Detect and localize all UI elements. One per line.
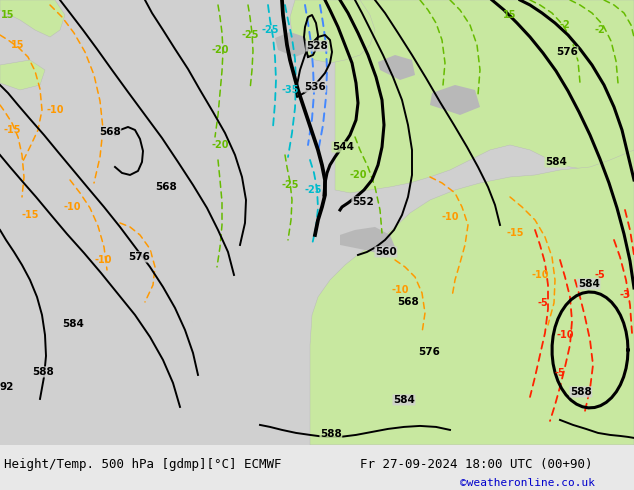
Polygon shape <box>0 0 65 37</box>
Text: 15: 15 <box>1 10 15 20</box>
Text: Fr 27-09-2024 18:00 UTC (00+90): Fr 27-09-2024 18:00 UTC (00+90) <box>360 458 593 471</box>
Text: 536: 536 <box>304 82 326 92</box>
Text: Height/Temp. 500 hPa [gdmp][°C] ECMWF: Height/Temp. 500 hPa [gdmp][°C] ECMWF <box>4 458 281 471</box>
Text: -2: -2 <box>560 20 571 30</box>
Polygon shape <box>340 227 395 255</box>
Text: -20: -20 <box>349 170 366 180</box>
Text: 584: 584 <box>545 157 567 167</box>
Text: -10: -10 <box>556 330 574 340</box>
Text: 15: 15 <box>11 40 25 50</box>
Text: 576: 576 <box>556 47 578 57</box>
Text: -20: -20 <box>211 45 229 55</box>
Text: -10: -10 <box>441 212 459 222</box>
Text: 568: 568 <box>397 297 418 307</box>
Text: 584: 584 <box>393 395 415 405</box>
Text: 560: 560 <box>375 247 397 257</box>
Text: -25: -25 <box>261 25 279 35</box>
Text: -10: -10 <box>63 202 81 212</box>
Text: 92: 92 <box>0 382 15 392</box>
Text: -10: -10 <box>94 255 112 265</box>
Text: 568: 568 <box>99 127 120 137</box>
Text: 588: 588 <box>320 429 342 439</box>
Polygon shape <box>310 150 634 445</box>
Text: -25: -25 <box>281 180 299 190</box>
Text: -5: -5 <box>595 270 605 280</box>
Text: -10: -10 <box>531 270 549 280</box>
Text: -5: -5 <box>555 368 566 378</box>
Text: 588: 588 <box>570 387 592 397</box>
Text: -15: -15 <box>3 125 21 135</box>
Text: -2: -2 <box>595 25 605 35</box>
Text: -20: -20 <box>211 140 229 150</box>
Text: -5: -5 <box>538 298 548 308</box>
Text: ©weatheronline.co.uk: ©weatheronline.co.uk <box>460 478 595 488</box>
Text: -10: -10 <box>391 285 409 295</box>
Text: 15: 15 <box>503 10 517 20</box>
Text: 584: 584 <box>578 279 600 289</box>
Polygon shape <box>275 32 308 57</box>
Text: -15: -15 <box>507 228 524 238</box>
Text: -25: -25 <box>242 30 259 40</box>
Text: 576: 576 <box>128 252 150 262</box>
Text: 588: 588 <box>32 367 54 377</box>
Text: 584: 584 <box>62 319 84 329</box>
Text: -3: -3 <box>619 290 630 300</box>
Text: 528: 528 <box>306 41 328 51</box>
Polygon shape <box>0 0 634 445</box>
Text: -35: -35 <box>281 85 299 95</box>
Text: 576: 576 <box>418 347 440 357</box>
Text: -25: -25 <box>304 185 321 195</box>
Polygon shape <box>378 55 415 80</box>
Text: 568: 568 <box>155 182 177 192</box>
Polygon shape <box>0 60 45 90</box>
Polygon shape <box>430 85 480 115</box>
Text: -10: -10 <box>46 105 64 115</box>
Polygon shape <box>335 0 634 193</box>
Polygon shape <box>290 0 375 63</box>
Text: -15: -15 <box>22 210 39 220</box>
Text: 552: 552 <box>352 197 374 207</box>
Polygon shape <box>390 0 634 160</box>
Text: 544: 544 <box>332 142 354 152</box>
